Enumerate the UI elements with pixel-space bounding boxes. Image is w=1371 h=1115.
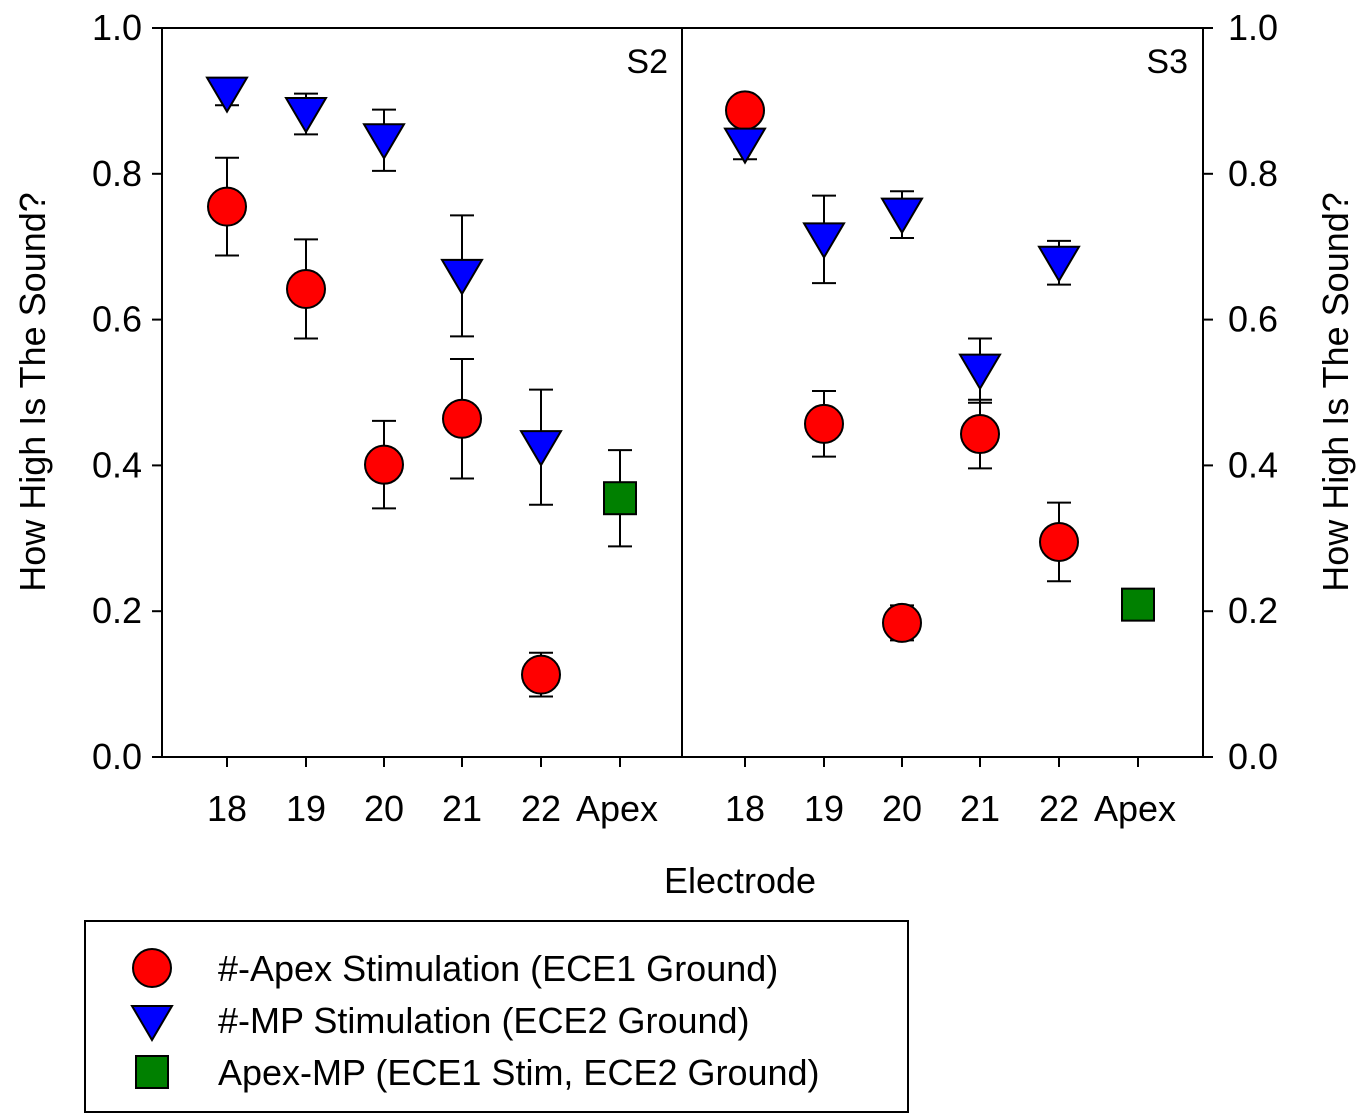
marker-circle-point xyxy=(521,654,561,695)
marker-square-legend xyxy=(135,1055,169,1089)
marker-square-point xyxy=(603,481,637,516)
panel-s3: S3 xyxy=(723,43,1188,643)
marker-circle-legend xyxy=(132,948,172,988)
marker-circle-point xyxy=(882,602,922,643)
x-tick-label: 18 xyxy=(725,788,765,829)
legend-item: Apex-MP (ECE1 Stim, ECE2 Ground) xyxy=(135,1052,820,1093)
y-tick-label-left: 0.8 xyxy=(92,153,142,194)
x-tick-label: 19 xyxy=(804,788,844,829)
x-tick-label: 21 xyxy=(442,788,482,829)
x-axis: 18 19 20 21 22 Apex 18 19 20 21 22 Apex xyxy=(207,757,1176,829)
marker-triangle-point xyxy=(362,123,406,161)
marker-triangle-point xyxy=(723,127,767,165)
x-tick-label: 22 xyxy=(1039,788,1079,829)
y-tick-label-left: 1.0 xyxy=(92,7,142,48)
marker-circle-point xyxy=(804,403,844,444)
marker-circle-point xyxy=(364,444,404,485)
marker-triangle-point xyxy=(1037,245,1081,283)
y-tick-label-left: 0.0 xyxy=(92,736,142,777)
marker-circle-point xyxy=(442,398,482,439)
legend-label: #-MP Stimulation (ECE2 Ground) xyxy=(218,1000,750,1041)
y-tick-label-right: 0.2 xyxy=(1228,590,1278,631)
x-tick-label: 21 xyxy=(960,788,1000,829)
marker-triangle-point xyxy=(802,222,846,260)
y-tick-label-left: 0.2 xyxy=(92,590,142,631)
x-tick-label: 18 xyxy=(207,788,247,829)
data-points xyxy=(723,90,1155,643)
y-axis-right: 0.0 0.2 0.4 0.6 0.8 1.0 xyxy=(1203,7,1278,777)
y-tick-label-right: 0.4 xyxy=(1228,444,1278,485)
error-bars xyxy=(215,80,632,698)
x-tick-label: Apex xyxy=(1094,788,1176,829)
marker-square-point xyxy=(1121,587,1155,622)
panel-label: S2 xyxy=(626,43,668,81)
marker-triangle-point xyxy=(519,430,563,468)
marker-triangle-point xyxy=(440,258,484,296)
marker-triangle-point xyxy=(205,76,249,114)
y-axis-title-left: How High Is The Sound? xyxy=(12,192,53,592)
marker-triangle-point xyxy=(958,353,1002,391)
marker-circle-point xyxy=(207,186,247,227)
marker-triangle-point xyxy=(880,197,924,235)
legend-label: #-Apex Stimulation (ECE1 Ground) xyxy=(218,948,778,989)
y-tick-label-right: 0.0 xyxy=(1228,736,1278,777)
y-tick-label-right: 1.0 xyxy=(1228,7,1278,48)
x-tick-label: 19 xyxy=(286,788,326,829)
marker-triangle-point xyxy=(284,97,328,134)
y-tick-label-left: 0.6 xyxy=(92,299,142,340)
legend-item: #-Apex Stimulation (ECE1 Ground) xyxy=(132,948,778,989)
x-tick-label: 20 xyxy=(882,788,922,829)
marker-triangle-legend xyxy=(130,1005,174,1042)
x-tick-label: 20 xyxy=(364,788,404,829)
legend: #-Apex Stimulation (ECE1 Ground) #-MP Sti… xyxy=(84,920,909,1113)
x-axis-title: Electrode xyxy=(664,860,816,901)
y-tick-label-left: 0.4 xyxy=(92,444,142,485)
legend-label: Apex-MP (ECE1 Stim, ECE2 Ground) xyxy=(218,1052,820,1093)
data-points xyxy=(205,76,637,695)
panel-s2: S2 xyxy=(205,43,668,698)
x-tick-label: 22 xyxy=(521,788,561,829)
marker-circle-point xyxy=(960,414,1000,455)
y-tick-label-right: 0.8 xyxy=(1228,153,1278,194)
panel-label: S3 xyxy=(1146,43,1188,81)
y-tick-label-right: 0.6 xyxy=(1228,299,1278,340)
legend-item: #-MP Stimulation (ECE2 Ground) xyxy=(130,1000,750,1042)
y-axis-title-right: How High Is The Sound? xyxy=(1315,192,1356,592)
plot-frame xyxy=(161,27,1204,758)
y-axis-left: 0.0 0.2 0.4 0.6 0.8 1.0 xyxy=(92,7,162,777)
marker-circle-point xyxy=(1039,521,1079,562)
x-tick-label: Apex xyxy=(576,788,658,829)
marker-circle-point xyxy=(725,90,765,131)
marker-circle-point xyxy=(286,268,326,309)
legend-box xyxy=(84,920,909,1113)
